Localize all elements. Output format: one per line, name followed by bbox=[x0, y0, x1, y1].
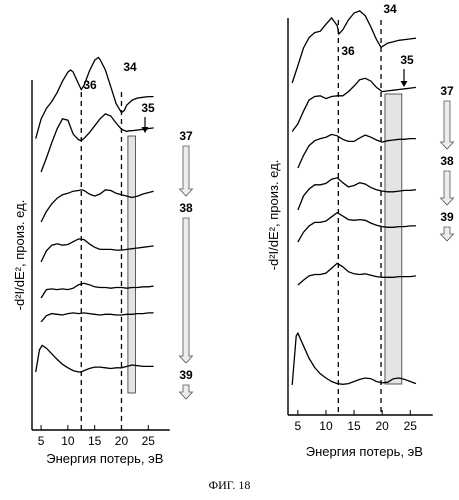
spectrum-trace bbox=[291, 77, 416, 132]
progress-arrow-38 bbox=[439, 170, 455, 206]
spectrum-trace bbox=[297, 262, 416, 286]
x-tick-label: 20 bbox=[115, 434, 129, 448]
arrow-label-38: 38 bbox=[179, 201, 193, 215]
arrow-label-38: 38 bbox=[440, 154, 454, 168]
progress-arrow-39 bbox=[178, 384, 194, 400]
x-axis-label: Энергия потерь, эВ bbox=[46, 451, 163, 466]
x-tick-label: 10 bbox=[61, 434, 75, 448]
arrow-label-37: 37 bbox=[179, 129, 193, 143]
progress-arrow-37 bbox=[439, 100, 455, 150]
spectrum-trace bbox=[40, 312, 154, 323]
band-35 bbox=[384, 93, 403, 385]
band-pointer-head bbox=[400, 81, 408, 87]
arrow-label-39: 39 bbox=[440, 210, 454, 224]
band-label-35: 35 bbox=[141, 101, 155, 115]
progress-arrow-37 bbox=[178, 145, 194, 197]
spectrum-trace bbox=[297, 211, 416, 243]
x-tick-label: 20 bbox=[375, 419, 389, 433]
spectrum-trace bbox=[35, 56, 154, 139]
spectrum-trace bbox=[40, 282, 154, 299]
x-tick-label: 25 bbox=[142, 434, 156, 448]
y-axis-label: -d²I/dE², произ. ед. bbox=[266, 160, 281, 271]
band-35 bbox=[127, 135, 136, 394]
band-pointer-head bbox=[141, 127, 149, 133]
arrow-label-39: 39 bbox=[179, 368, 193, 382]
right-spectra-panel: 5 10 15 20 25 Энергия потерь, эВ -d²I/dE², про… bbox=[266, 2, 455, 459]
x-tick-label: 15 bbox=[347, 419, 361, 433]
spectrum-trace bbox=[297, 133, 416, 169]
figure-caption: ФИГ. 18 bbox=[208, 478, 251, 492]
spectrum-trace bbox=[291, 10, 416, 84]
left-spectra-panel: 5 10 15 20 25 Энергия потерь, эВ -d²I/dE², про… bbox=[12, 56, 194, 466]
marker-label-34: 34 bbox=[123, 60, 137, 74]
x-tick-label: 5 bbox=[295, 419, 302, 433]
y-axis-label: -d²I/dE², произ. ед. bbox=[12, 200, 27, 311]
x-tick-label: 5 bbox=[38, 434, 45, 448]
arrow-label-37: 37 bbox=[440, 84, 454, 98]
progress-arrow-39 bbox=[439, 226, 455, 242]
x-tick-label: 15 bbox=[88, 434, 102, 448]
marker-label-36: 36 bbox=[341, 44, 355, 58]
spectrum-trace bbox=[40, 113, 154, 173]
marker-label-34: 34 bbox=[383, 2, 397, 16]
spectrum-trace bbox=[297, 177, 416, 211]
spectrum-trace bbox=[40, 189, 154, 223]
x-tick-label: 10 bbox=[319, 419, 333, 433]
band-label-35: 35 bbox=[400, 53, 414, 67]
x-axis-label: Энергия потерь, эВ bbox=[306, 444, 423, 459]
marker-label-36: 36 bbox=[83, 78, 97, 92]
progress-arrow-38 bbox=[178, 217, 194, 364]
spectrum-trace bbox=[291, 331, 417, 386]
spectrum-trace bbox=[40, 238, 154, 263]
spectrum-trace bbox=[35, 344, 154, 373]
x-tick-label: 25 bbox=[404, 419, 418, 433]
